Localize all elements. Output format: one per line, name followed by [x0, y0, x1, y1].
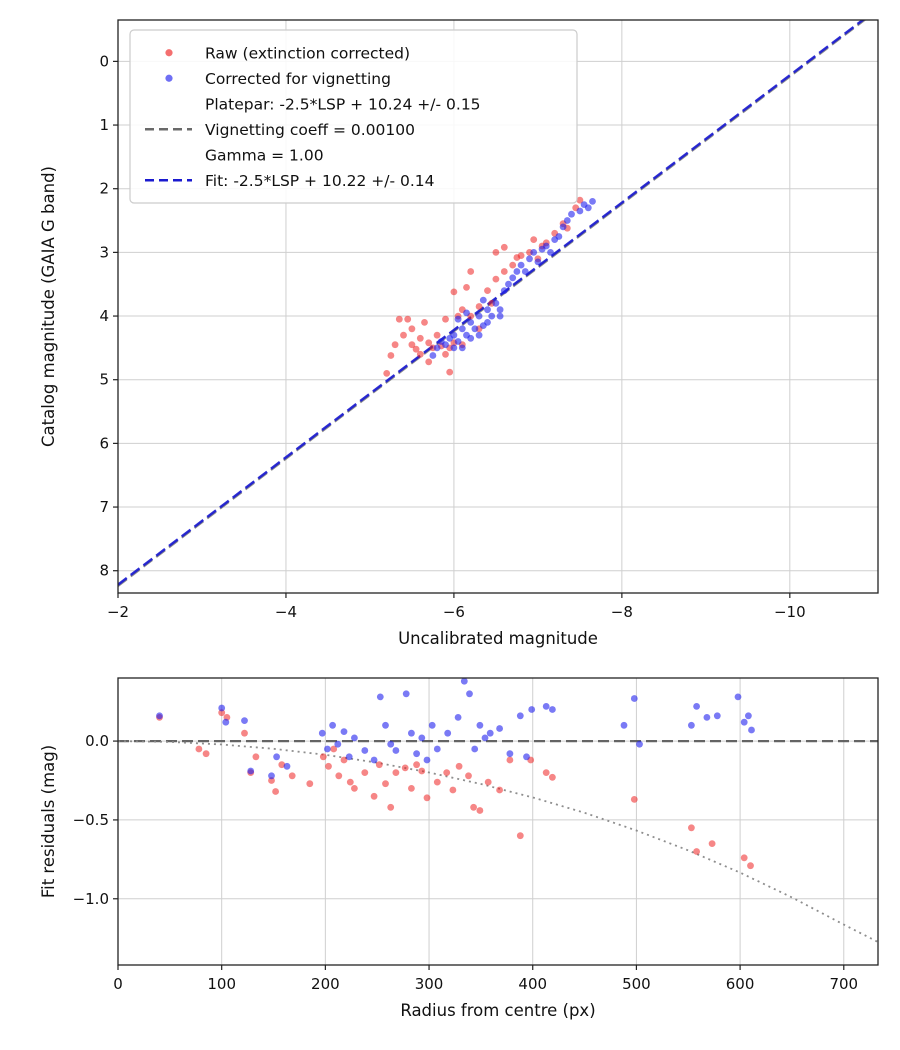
legend-box: [129, 29, 578, 204]
svg-text:700: 700: [829, 975, 858, 993]
plot-border: [117, 677, 879, 966]
legend-label: Fit: -2.5*LSP + 10.22 +/- 0.14: [205, 172, 435, 190]
svg-text:2: 2: [99, 180, 109, 198]
legend-label: Corrected for vignetting: [205, 70, 391, 88]
tick-labels: 0 100 200 300 400 500 600 700 0.0 −0.5 −1.0: [73, 732, 859, 993]
svg-text:5: 5: [99, 371, 109, 389]
svg-text:1: 1: [99, 116, 109, 134]
raw-points: [383, 196, 584, 377]
raw-residuals: [156, 709, 754, 870]
vignetting-loss-curve: [118, 740, 878, 943]
x-axis-label: Radius from centre (px): [400, 1001, 595, 1020]
svg-text:−2: −2: [107, 603, 129, 621]
corrected-points: [429, 198, 596, 359]
grid-lines: [117, 678, 878, 965]
tick-labels: −2 −4 −6 −8 −10 0 1 2 3 4 5 6 7 8: [99, 52, 805, 621]
svg-text:400: 400: [518, 975, 547, 993]
legend-label: Platepar: -2.5*LSP + 10.24 +/- 0.15: [205, 95, 481, 113]
svg-text:0: 0: [113, 975, 123, 993]
magnitude-calibration-plot: −2 −4 −6 −8 −10 0 1 2 3 4 5 6 7 8 Uncalibrated magnitu…: [39, 19, 879, 648]
fit-residuals-plot: 0 100 200 300 400 500 600 700 0.0 −0.5 −1.0 Radius …: [39, 677, 879, 1020]
legend-marker-dot: [165, 49, 173, 57]
svg-text:−0.5: −0.5: [73, 811, 109, 829]
legend: Raw (extinction corrected) Corrected for …: [129, 29, 578, 204]
svg-text:300: 300: [415, 975, 444, 993]
svg-text:200: 200: [311, 975, 340, 993]
svg-text:600: 600: [726, 975, 755, 993]
fit-line: [118, 20, 865, 586]
svg-text:8: 8: [99, 562, 109, 580]
svg-text:3: 3: [99, 243, 109, 261]
plot-border: [117, 19, 879, 594]
corrected-residuals: [156, 678, 755, 780]
svg-text:4: 4: [99, 307, 109, 325]
legend-label: Raw (extinction corrected): [205, 44, 410, 62]
svg-text:6: 6: [99, 434, 109, 452]
legend-label: Gamma = 1.00: [205, 146, 324, 164]
svg-text:−6: −6: [443, 603, 465, 621]
svg-text:−1.0: −1.0: [73, 890, 109, 908]
svg-text:500: 500: [622, 975, 651, 993]
svg-text:−8: −8: [611, 603, 633, 621]
svg-text:100: 100: [207, 975, 236, 993]
svg-text:7: 7: [99, 498, 109, 516]
x-axis-label: Uncalibrated magnitude: [398, 629, 598, 648]
y-axis-label: Fit residuals (mag): [39, 745, 58, 898]
legend-marker-dot: [165, 74, 173, 82]
svg-text:0: 0: [99, 52, 109, 70]
y-axis-label: Catalog magnitude (GAIA G band): [39, 166, 58, 447]
svg-text:−4: −4: [275, 603, 297, 621]
svg-text:0.0: 0.0: [85, 732, 109, 750]
legend-label: Vignetting coeff = 0.00100: [205, 121, 415, 139]
svg-text:−10: −10: [774, 603, 806, 621]
